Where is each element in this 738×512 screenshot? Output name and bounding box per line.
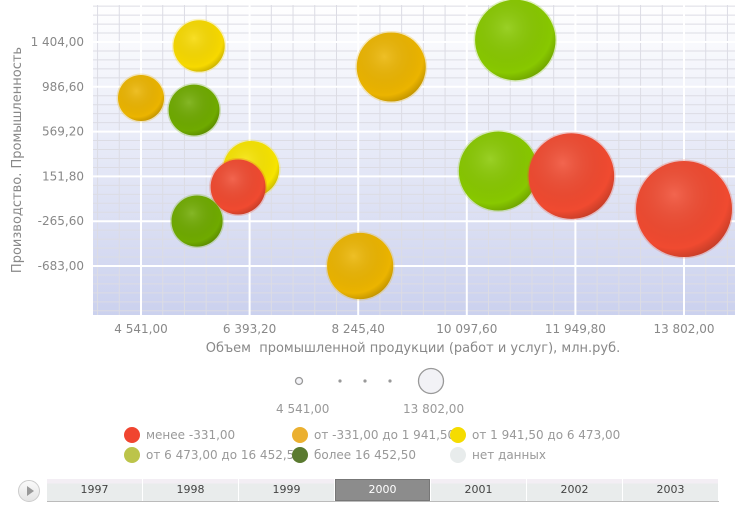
timeline-year-2003[interactable]: 2003	[623, 479, 719, 501]
y-tick-label: 1 404,00	[31, 35, 84, 49]
bubble[interactable]	[634, 159, 734, 259]
x-tick-label: 10 097,60	[436, 322, 497, 336]
legend-item: нет данных	[450, 447, 546, 463]
y-tick-label: -265,60	[38, 214, 84, 228]
size-legend-max-label: 13 802,00	[403, 402, 465, 416]
legend-label: от 1 941,50 до 6 473,00	[472, 428, 621, 442]
legend-label: нет данных	[472, 448, 546, 462]
legend-item: менее -331,00	[124, 427, 235, 443]
x-tick-label: 4 541,00	[114, 322, 167, 336]
y-axis-label: Производство. Промышленность	[10, 47, 25, 273]
bubble[interactable]	[527, 131, 616, 221]
legend-label: более 16 452,50	[314, 448, 417, 462]
bubble[interactable]	[473, 0, 558, 82]
timeline-year-2002[interactable]: 2002	[527, 479, 623, 501]
timeline-year-1997[interactable]: 1997	[47, 479, 143, 501]
legend-label: от -331,00 до 1 941,50	[314, 428, 456, 442]
play-button[interactable]	[18, 480, 40, 502]
y-tick-label: -683,00	[38, 259, 84, 273]
bubble[interactable]	[116, 73, 166, 123]
timeline[interactable]: 1997 1998 1999 2000 2001 2002 2003	[47, 479, 719, 502]
timeline-year-1998[interactable]: 1998	[143, 479, 239, 501]
legend-label: от 6 473,00 до 16 452,50	[146, 448, 302, 462]
timeline-year-2000[interactable]: 2000	[335, 479, 431, 501]
bubble[interactable]	[325, 231, 395, 301]
legend-swatch	[124, 427, 140, 443]
legend-item: от -331,00 до 1 941,50	[292, 427, 455, 443]
size-legend-min	[294, 376, 304, 386]
bubble[interactable]	[355, 30, 428, 104]
x-axis-label: Объем промышленной продукции (работ и ус…	[206, 341, 621, 356]
size-legend-step	[363, 379, 367, 383]
size-legend-max	[417, 367, 445, 395]
bubble-chart: 4 541,00 6 393,20 8 245,40 10 097,60 11 949,…	[10, 0, 735, 395]
legend-swatch	[450, 447, 466, 463]
timeline-year-2001[interactable]: 2001	[431, 479, 527, 501]
y-tick-label: 151,80	[42, 169, 84, 183]
y-tick-label: 986,60	[42, 80, 84, 94]
legend-swatch	[450, 427, 466, 443]
y-tick-label: 569,20	[42, 125, 84, 139]
bubble[interactable]	[457, 130, 540, 212]
size-legend-step	[338, 379, 342, 383]
size-legend	[294, 367, 445, 395]
legend-swatch	[124, 447, 140, 463]
x-tick-label: 11 949,80	[545, 322, 606, 336]
legend-item: от 1 941,50 до 6 473,00	[450, 427, 620, 443]
legend-item: более 16 452,50	[292, 447, 416, 463]
x-tick-label: 6 393,20	[223, 322, 276, 336]
bubble[interactable]	[167, 83, 222, 137]
x-tick-label: 8 245,40	[331, 322, 384, 336]
size-legend-min-label: 4 541,00	[276, 402, 330, 416]
legend-label: менее -331,00	[146, 428, 236, 442]
legend-item: от 6 473,00 до 16 452,50	[124, 447, 302, 463]
x-tick-label: 13 802,00	[653, 322, 714, 336]
bubble[interactable]	[209, 158, 268, 216]
timeline-year-1999[interactable]: 1999	[239, 479, 335, 501]
legend-swatch	[292, 427, 308, 443]
legend-swatch	[292, 447, 308, 463]
bubble[interactable]	[169, 193, 225, 249]
bubble[interactable]	[171, 18, 227, 74]
size-legend-step	[388, 379, 392, 383]
